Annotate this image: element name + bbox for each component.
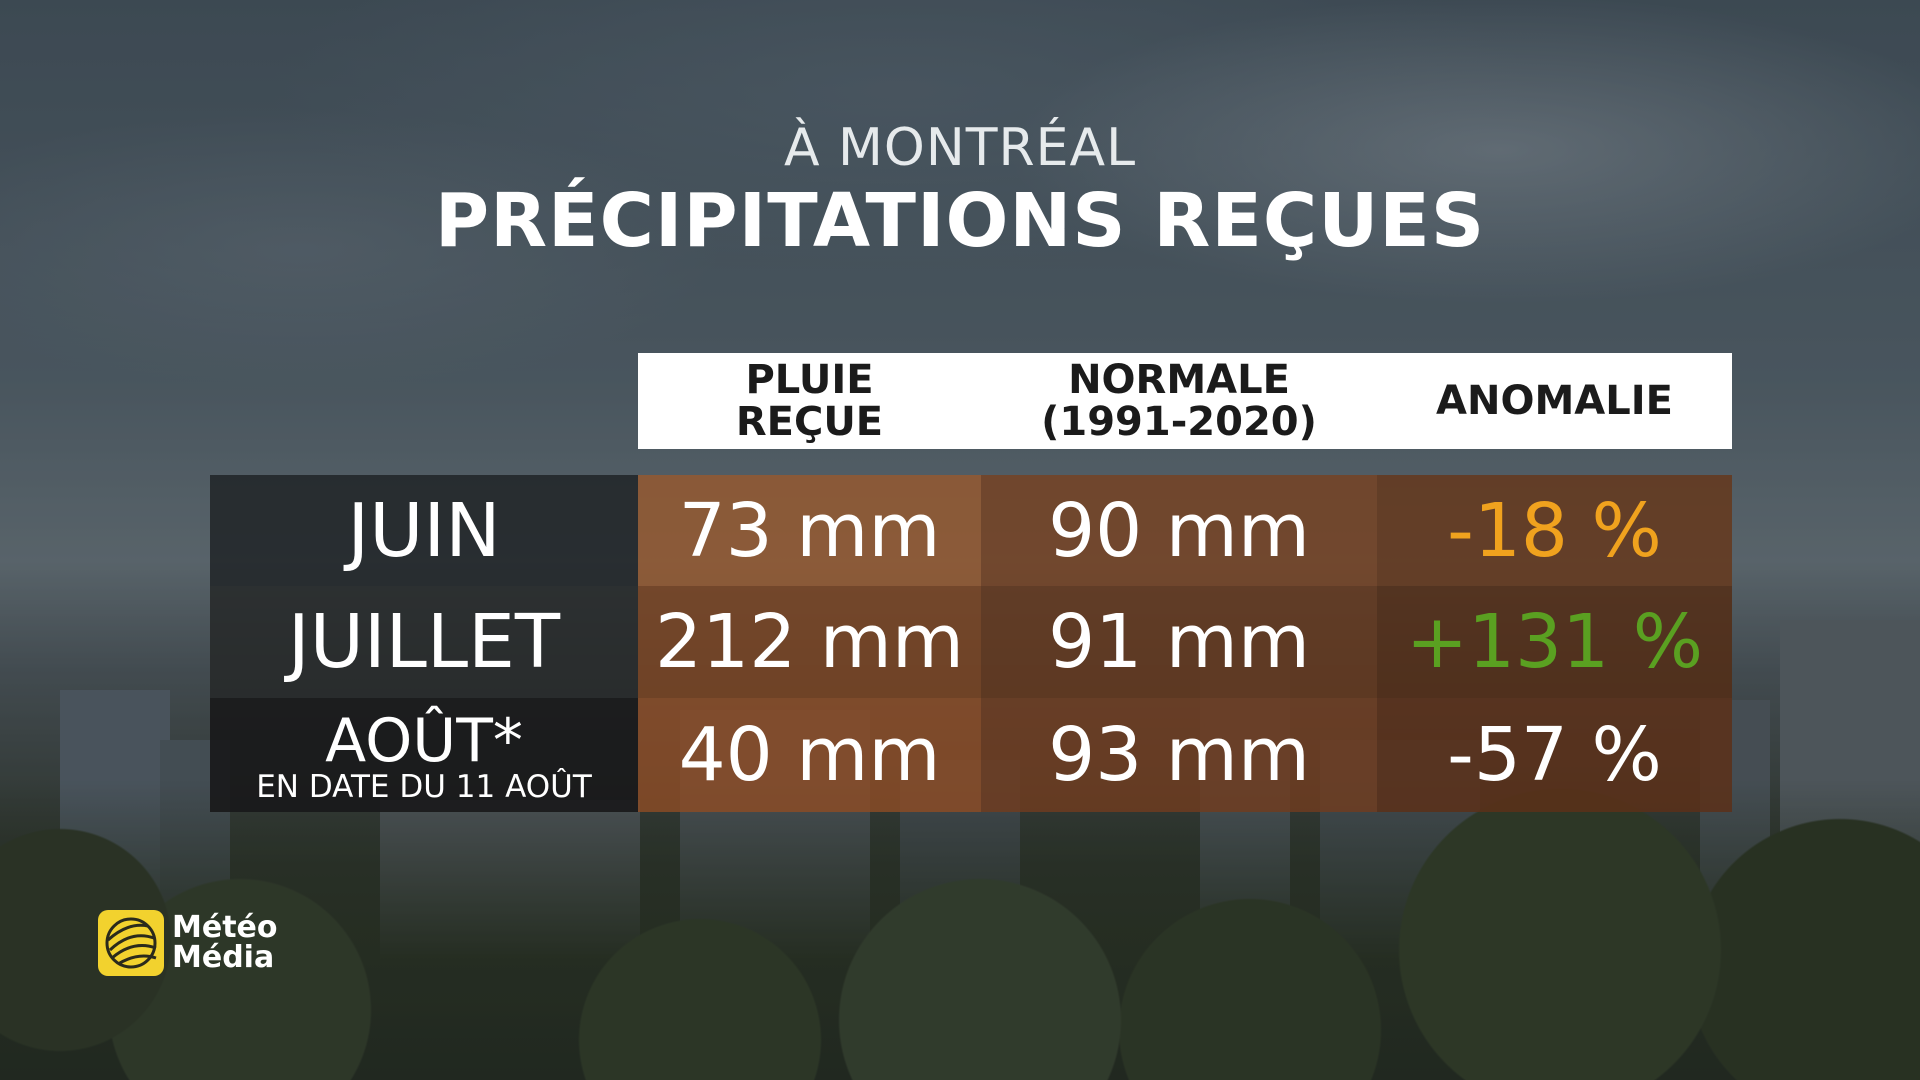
column-header-normale: NORMALE (1991-2020)	[1041, 357, 1317, 445]
month-note: EN DATE DU 11 AOÛT	[256, 769, 592, 805]
month-label: AOÛT* EN DATE DU 11 AOÛT	[210, 698, 638, 812]
anomaly-value: -18 %	[1377, 475, 1732, 586]
month-label: JUIN	[210, 475, 638, 586]
column-header-pluie: PLUIE REÇUE	[735, 357, 884, 445]
table-header: PLUIE REÇUE NORMALE (1991-2020) ANOMALIE	[638, 353, 1732, 449]
column-header-anomalie: ANOMALIE	[1436, 378, 1673, 424]
precipitation-table: JUIN 73 mm 90 mm -18 % JUILLET 212 mm 91…	[210, 475, 1732, 812]
page-title: PRÉCIPITATIONS REÇUES	[434, 178, 1486, 264]
rain-received: 73 mm	[638, 475, 981, 586]
meteomedia-globe-icon	[98, 910, 164, 976]
normal-value: 91 mm	[981, 586, 1377, 698]
rain-received: 40 mm	[638, 698, 981, 812]
trees	[0, 780, 1920, 1080]
subtitle: À MONTRÉAL	[783, 118, 1137, 178]
meteomedia-logo: Météo Média	[98, 910, 278, 976]
month-label: JUILLET	[210, 586, 638, 698]
table-row: JUILLET 212 mm 91 mm +131 %	[210, 586, 1732, 698]
normal-value: 93 mm	[981, 698, 1377, 812]
anomaly-value: -57 %	[1377, 698, 1732, 812]
table-row: JUIN 73 mm 90 mm -18 %	[210, 475, 1732, 586]
table-row: AOÛT* EN DATE DU 11 AOÛT 40 mm 93 mm -57…	[210, 698, 1732, 812]
anomaly-value: +131 %	[1377, 586, 1732, 698]
normal-value: 90 mm	[981, 475, 1377, 586]
logo-text: Météo Média	[172, 910, 278, 975]
rain-received: 212 mm	[638, 586, 981, 698]
